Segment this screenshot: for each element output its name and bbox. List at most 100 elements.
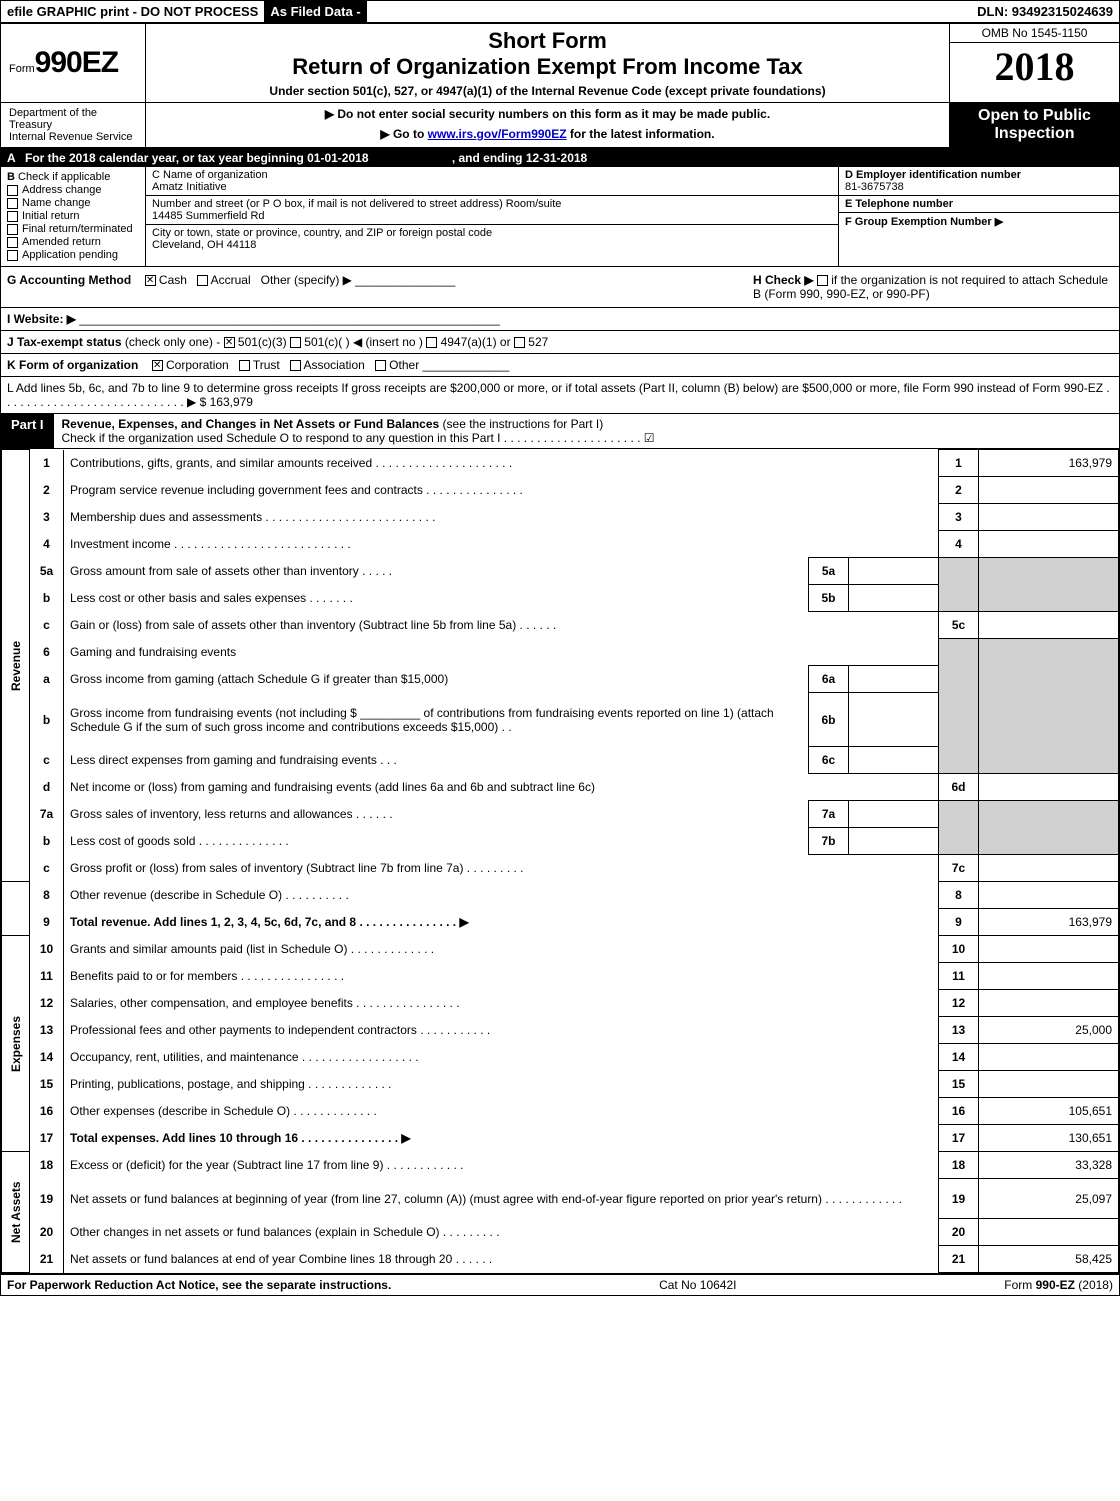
- l14-num: 14: [30, 1044, 64, 1071]
- l17-rn: 17: [939, 1125, 979, 1152]
- org-city: Cleveland, OH 44118: [152, 239, 832, 251]
- l11-desc: Benefits paid to or for members . . . . …: [64, 963, 939, 990]
- l17-desc-bold: Total expenses. Add lines 10 through 16 …: [70, 1131, 411, 1145]
- dept-label: Department of the Treasury: [9, 107, 137, 131]
- part-i-label: Part I: [1, 414, 54, 448]
- l6c-desc: Less direct expenses from gaming and fun…: [64, 747, 809, 774]
- opt-k-other: Other: [389, 358, 419, 372]
- opt-corp: Corporation: [166, 358, 229, 372]
- l1-rv: 163,979: [979, 450, 1119, 477]
- l11-rv: [979, 963, 1119, 990]
- l6d-desc: Net income or (loss) from gaming and fun…: [64, 774, 939, 801]
- chk-name-change[interactable]: [7, 198, 18, 209]
- opt-amended-return: Amended return: [22, 236, 101, 248]
- row-a-begin: For the 2018 calendar year, or tax year …: [25, 151, 369, 165]
- chk-4947[interactable]: [426, 337, 437, 348]
- l10-desc: Grants and similar amounts paid (list in…: [64, 936, 939, 963]
- chk-527[interactable]: [514, 337, 525, 348]
- chk-address-change[interactable]: [7, 185, 18, 196]
- side-netassets: Net Assets: [2, 1152, 30, 1273]
- form-number-cell: Form990EZ: [1, 24, 146, 102]
- l7c-rn: 7c: [939, 855, 979, 882]
- org-name: Amatz Initiative: [152, 181, 832, 193]
- chk-cash[interactable]: [145, 275, 156, 286]
- footer-mid: Cat No 10642I: [659, 1278, 736, 1292]
- f-row: F Group Exemption Number ▶: [839, 213, 1119, 266]
- l6a-desc: Gross income from gaming (attach Schedul…: [64, 666, 809, 693]
- l15-desc: Printing, publications, postage, and shi…: [64, 1071, 939, 1098]
- chk-assoc[interactable]: [290, 360, 301, 371]
- l5c-num: c: [30, 612, 64, 639]
- l7b-desc: Less cost of goods sold . . . . . . . . …: [64, 828, 809, 855]
- footer-right-bold: 990-EZ: [1036, 1278, 1075, 1292]
- l21-desc: Net assets or fund balances at end of ye…: [64, 1246, 939, 1273]
- h-label: H Check ▶: [753, 273, 817, 287]
- chk-trust[interactable]: [239, 360, 250, 371]
- g-label: G Accounting Method: [7, 273, 131, 287]
- footer-right-pre: Form: [1004, 1278, 1035, 1292]
- l4-num: 4: [30, 531, 64, 558]
- chk-amended-return[interactable]: [7, 237, 18, 248]
- l6d-rv: [979, 774, 1119, 801]
- footer-left: For Paperwork Reduction Act Notice, see …: [7, 1278, 391, 1292]
- irs-label: Internal Revenue Service: [9, 131, 137, 143]
- l18-rn: 18: [939, 1152, 979, 1179]
- opt-address-change: Address change: [22, 184, 102, 196]
- l21-rn: 21: [939, 1246, 979, 1273]
- chk-initial-return[interactable]: [7, 211, 18, 222]
- l5-grey-rv: [979, 558, 1119, 612]
- l17-rv: 130,651: [979, 1125, 1119, 1152]
- l21-num: 21: [30, 1246, 64, 1273]
- l6a-sn: 6a: [809, 666, 849, 693]
- l7-grey-rn: [939, 801, 979, 855]
- e-label: E Telephone number: [845, 198, 953, 210]
- row-a-end: , and ending 12-31-2018: [452, 151, 587, 165]
- l5a-num: 5a: [30, 558, 64, 585]
- chk-final-return[interactable]: [7, 224, 18, 235]
- l2-num: 2: [30, 477, 64, 504]
- c-name-row: C Name of organization Amatz Initiative: [146, 167, 838, 196]
- chk-application-pending[interactable]: [7, 250, 18, 261]
- l7b-num: b: [30, 828, 64, 855]
- chk-501c[interactable]: [290, 337, 301, 348]
- l14-rn: 14: [939, 1044, 979, 1071]
- l1-num: 1: [30, 450, 64, 477]
- l1-rn: 1: [939, 450, 979, 477]
- col-def: D Employer identification number 81-3675…: [839, 167, 1119, 266]
- l14-rv: [979, 1044, 1119, 1071]
- l16-desc: Other expenses (describe in Schedule O) …: [64, 1098, 939, 1125]
- row-l: L Add lines 5b, 6c, and 7b to line 9 to …: [1, 377, 1119, 414]
- irs-link[interactable]: www.irs.gov/Form990EZ: [428, 127, 567, 141]
- l8-rv: [979, 882, 1119, 909]
- l11-num: 11: [30, 963, 64, 990]
- row-gh: G Accounting Method Cash Accrual Other (…: [1, 267, 1119, 308]
- chk-corp[interactable]: [152, 360, 163, 371]
- row-a-text: For the 2018 calendar year, or tax year …: [25, 151, 1113, 165]
- form-number: 990EZ: [35, 46, 118, 79]
- side-expenses: Expenses: [2, 936, 30, 1152]
- opt-final-return: Final return/terminated: [22, 223, 133, 235]
- l9-num: 9: [30, 909, 64, 936]
- l5c-desc: Gain or (loss) from sale of assets other…: [64, 612, 939, 639]
- opt-accrual: Accrual: [211, 273, 251, 287]
- title-cell: Short Form Return of Organization Exempt…: [146, 24, 949, 102]
- l12-num: 12: [30, 990, 64, 1017]
- chk-k-other[interactable]: [375, 360, 386, 371]
- chk-accrual[interactable]: [197, 275, 208, 286]
- chk-501c3[interactable]: [224, 337, 235, 348]
- chk-h[interactable]: [817, 275, 828, 286]
- side-revenue: Revenue: [2, 450, 30, 882]
- asfiled-label: As Filed Data -: [264, 1, 366, 22]
- l3-rn: 3: [939, 504, 979, 531]
- col-c: C Name of organization Amatz Initiative …: [146, 167, 839, 266]
- l7b-sn: 7b: [809, 828, 849, 855]
- row-j: J Tax-exempt status (check only one) - 5…: [1, 331, 1119, 354]
- l9-desc: Total revenue. Add lines 1, 2, 3, 4, 5c,…: [64, 909, 939, 936]
- l13-rn: 13: [939, 1017, 979, 1044]
- l20-desc: Other changes in net assets or fund bala…: [64, 1219, 939, 1246]
- j-text: (check only one) -: [125, 335, 224, 349]
- ein-value: 81-3675738: [845, 181, 1113, 193]
- l21-rv: 58,425: [979, 1246, 1119, 1273]
- side-rev-end: [2, 882, 30, 936]
- l6-num: 6: [30, 639, 64, 666]
